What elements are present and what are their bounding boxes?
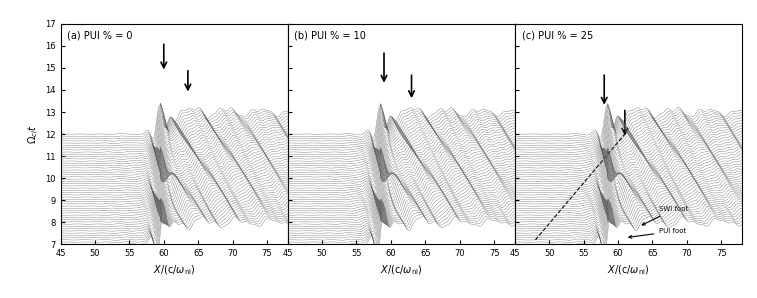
Y-axis label: $\Omega_{ci} t$: $\Omega_{ci} t$ — [26, 124, 39, 144]
Text: PUI foot: PUI foot — [629, 228, 687, 238]
X-axis label: $X / (\mathrm{c}/\omega_{\mathrm{ni}})$: $X / (\mathrm{c}/\omega_{\mathrm{ni}})$ — [607, 264, 650, 277]
Text: (b) PUI % = 10: (b) PUI % = 10 — [294, 30, 366, 41]
Text: SWI foot: SWI foot — [642, 206, 689, 225]
Text: (a) PUI % = 0: (a) PUI % = 0 — [67, 30, 133, 41]
Text: (c) PUI % = 25: (c) PUI % = 25 — [522, 30, 593, 41]
X-axis label: $X / (\mathrm{c}/\omega_{\mathrm{ni}})$: $X / (\mathrm{c}/\omega_{\mathrm{ni}})$ — [380, 264, 422, 277]
X-axis label: $X / (\mathrm{c}/\omega_{\mathrm{ni}})$: $X / (\mathrm{c}/\omega_{\mathrm{ni}})$ — [153, 264, 195, 277]
